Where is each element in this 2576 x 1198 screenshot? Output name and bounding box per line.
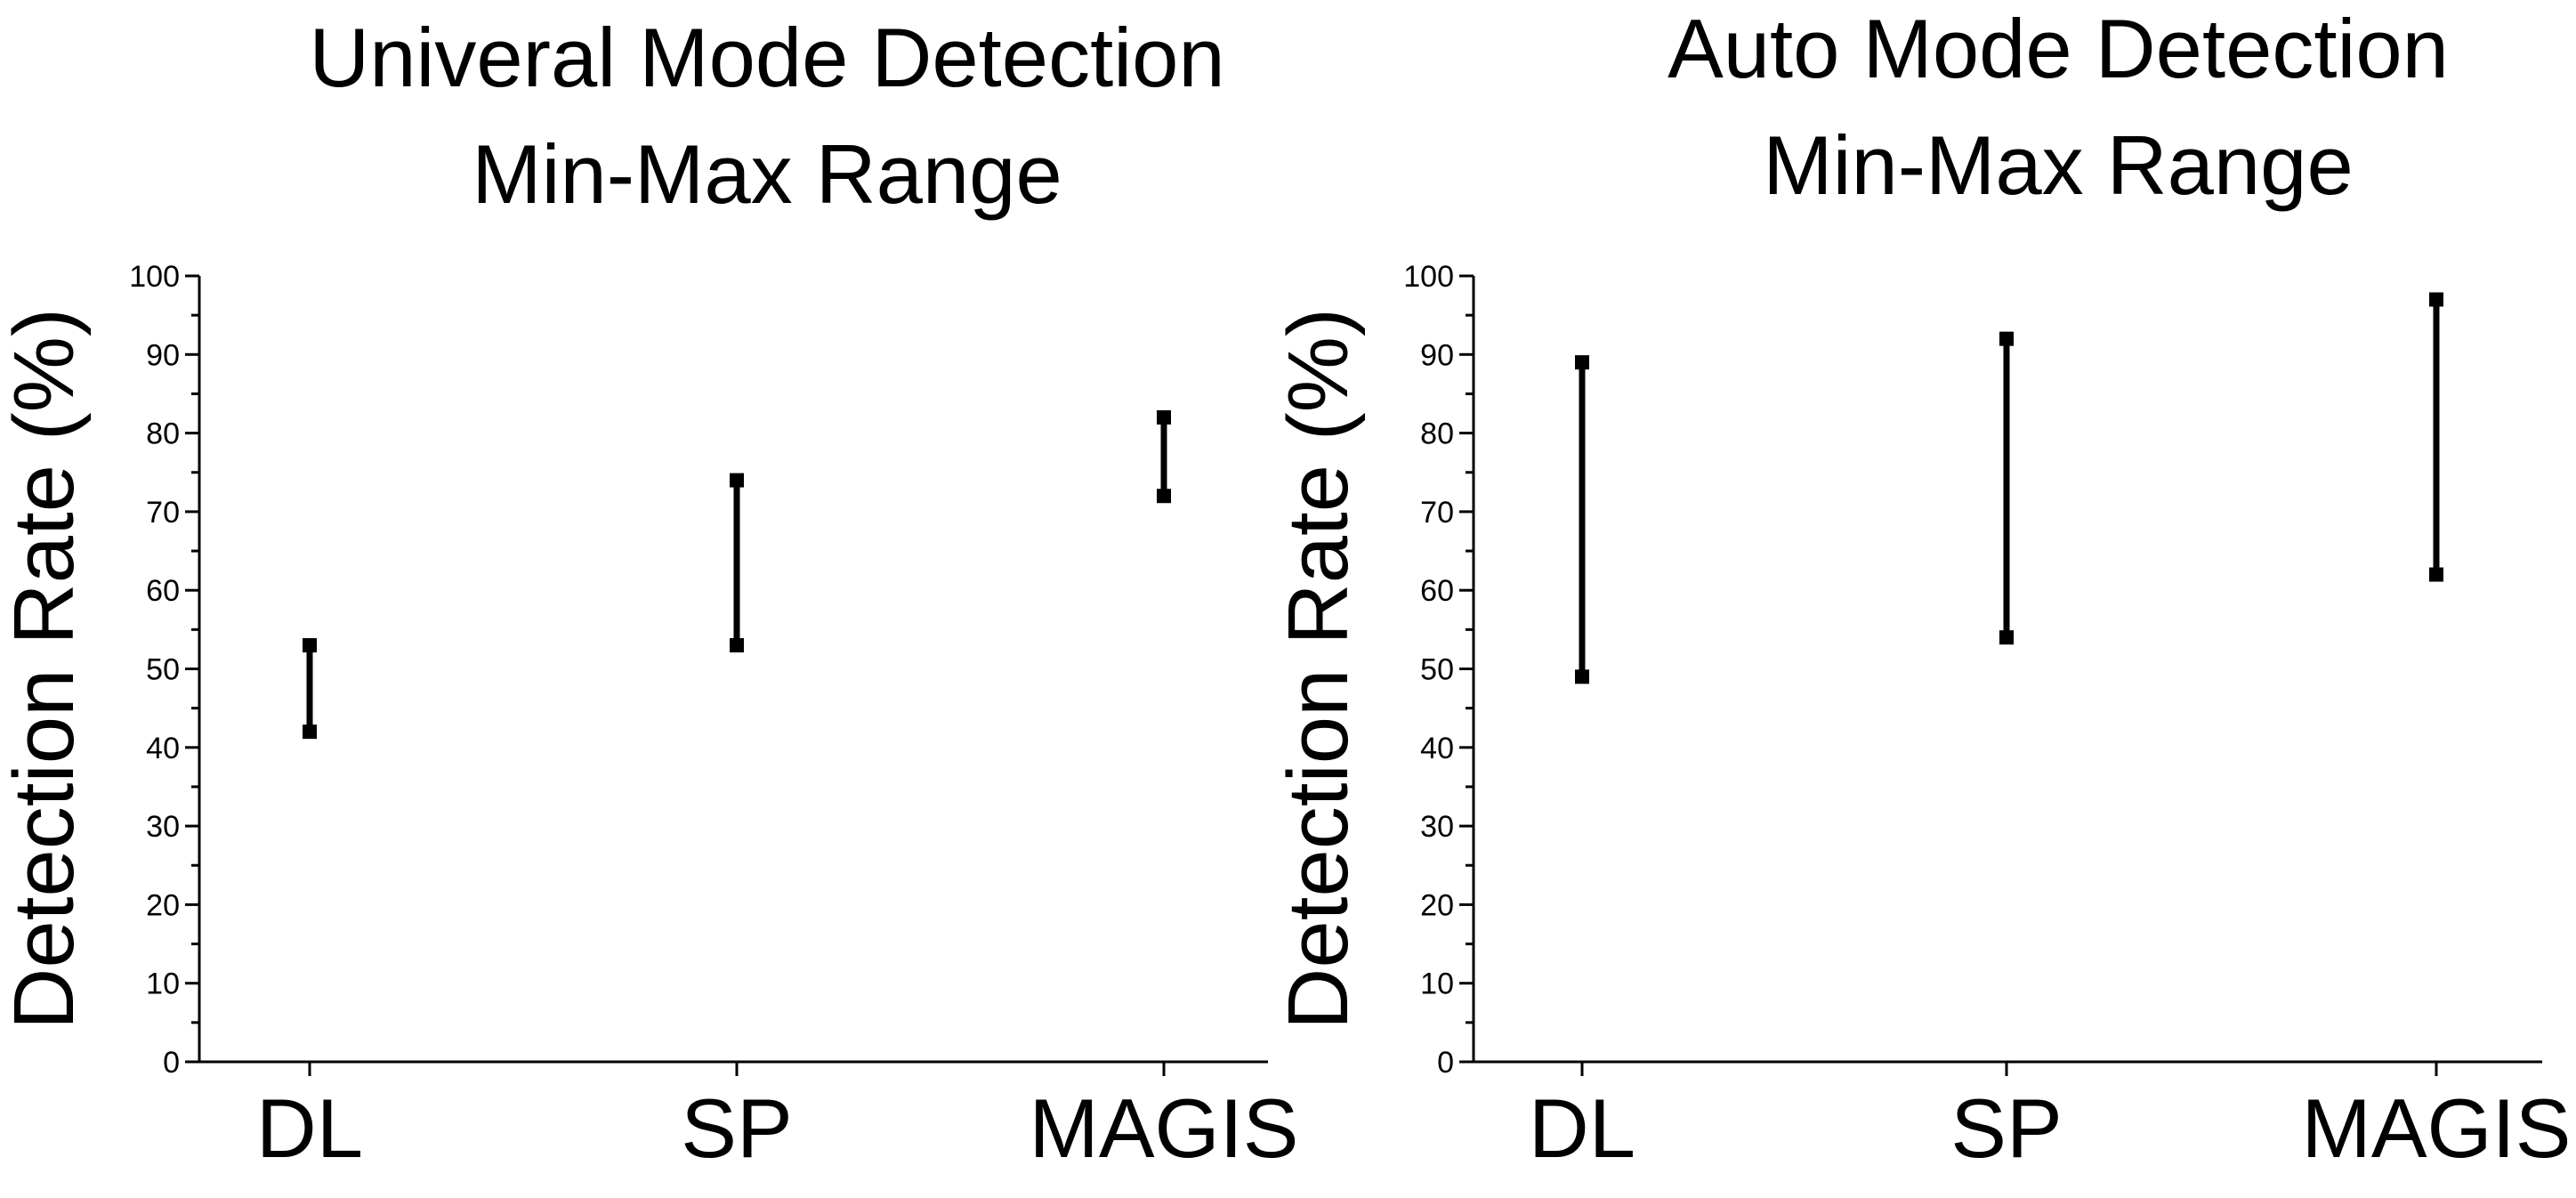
y-tick-label: 40 — [146, 732, 180, 765]
x-tick-label-magis: MAGIS — [2302, 1081, 2572, 1175]
y-tick-label: 50 — [146, 653, 180, 687]
y-tick-label: 80 — [146, 417, 180, 451]
max-marker-dl — [303, 638, 317, 653]
y-tick-label: 40 — [1420, 732, 1454, 765]
y-axis-label: Detection Rate (%) — [0, 308, 92, 1030]
max-marker-sp — [730, 473, 744, 488]
y-tick-label: 70 — [146, 496, 180, 530]
max-marker-magis — [2429, 292, 2443, 307]
y-tick-label: 90 — [146, 338, 180, 372]
y-tick-label: 10 — [1420, 967, 1454, 1001]
max-marker-magis — [1157, 409, 1171, 425]
min-marker-magis — [2429, 567, 2443, 582]
y-tick-label: 0 — [1437, 1046, 1454, 1080]
y-tick-label: 80 — [1420, 417, 1454, 451]
y-tick-label: 20 — [146, 888, 180, 922]
max-marker-dl — [1575, 355, 1589, 370]
chart-title-line-2: Min-Max Range — [472, 127, 1062, 221]
y-tick-label: 100 — [129, 260, 180, 294]
y-tick-label: 20 — [1420, 888, 1454, 922]
min-marker-sp — [1999, 630, 2014, 645]
y-tick-label: 70 — [1420, 496, 1454, 530]
x-tick-label-dl: DL — [256, 1081, 363, 1175]
min-marker-sp — [730, 638, 744, 653]
y-axis-label: Detection Rate (%) — [1271, 308, 1366, 1030]
y-tick-label: 30 — [146, 810, 180, 844]
y-tick-label: 60 — [146, 574, 180, 608]
chart-title-line-1: Univeral Mode Detection — [309, 11, 1224, 104]
y-tick-label: 50 — [1420, 653, 1454, 687]
y-tick-label: 100 — [1403, 260, 1454, 294]
chart-title-line-2: Min-Max Range — [1763, 118, 2353, 212]
chart-panel-universal: Univeral Mode Detection Min-Max Range Dete… — [0, 11, 1298, 1175]
y-tick-label: 90 — [1420, 338, 1454, 372]
min-marker-magis — [1157, 489, 1171, 504]
y-tick-label: 0 — [163, 1046, 180, 1080]
min-marker-dl — [1575, 669, 1589, 684]
x-tick-label-sp: SP — [1950, 1081, 2062, 1175]
x-tick-label-magis: MAGIS — [1030, 1081, 1299, 1175]
y-tick-label: 30 — [1420, 810, 1454, 844]
max-marker-sp — [1999, 331, 2014, 346]
chart-title-line-1: Auto Mode Detection — [1668, 2, 2449, 95]
y-tick-label: 10 — [146, 967, 180, 1001]
x-tick-label-sp: SP — [681, 1081, 792, 1175]
chart-panel-auto: Auto Mode Detection Min-Max Range Detectio… — [1271, 2, 2571, 1175]
y-tick-label: 60 — [1420, 574, 1454, 608]
min-marker-dl — [303, 724, 317, 740]
x-tick-label-dl: DL — [1529, 1081, 1635, 1175]
